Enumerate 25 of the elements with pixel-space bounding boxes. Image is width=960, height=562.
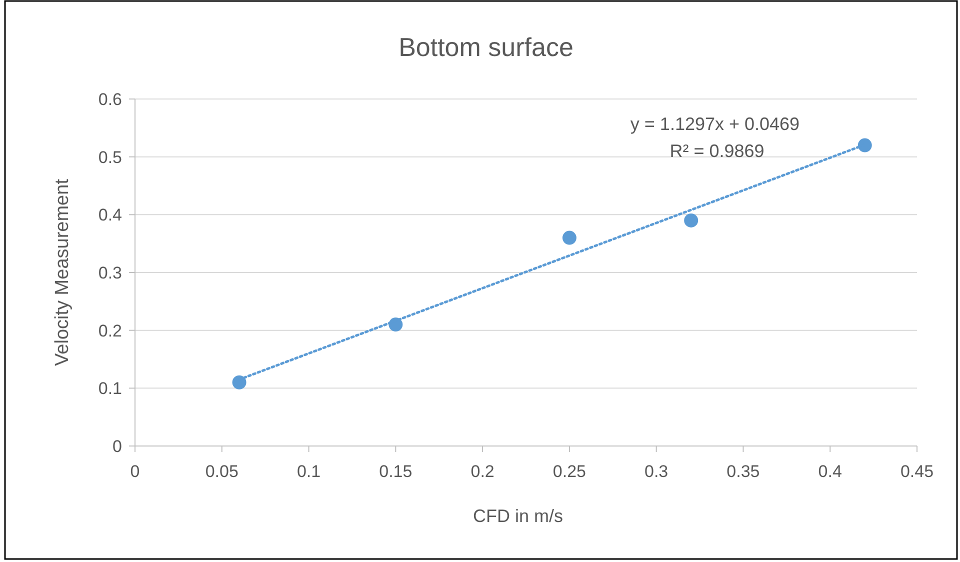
x-tick-label: 0.45 — [900, 462, 934, 481]
x-axis-title: CFD in m/s — [473, 506, 563, 526]
y-axis-title: Velocity Measurement — [52, 178, 73, 366]
x-tick-label: 0.4 — [818, 462, 842, 481]
x-tick-label: 0.3 — [644, 462, 668, 481]
annotation: y = 1.1297x + 0.0469 — [630, 114, 800, 134]
x-tick-label: 0.25 — [552, 462, 586, 481]
y-tick-label: 0.4 — [98, 206, 122, 225]
chart-title: Bottom surface — [398, 32, 574, 62]
point — [232, 375, 246, 390]
point — [684, 213, 698, 228]
annotation: R² = 0.9869 — [670, 141, 764, 161]
x-tick-label: 0.05 — [205, 462, 238, 481]
y-tick-label: 0.3 — [98, 264, 122, 282]
x-tick-label: 0.2 — [470, 462, 494, 481]
x-tick-label: 0.15 — [379, 462, 412, 481]
x-tick-label: 0 — [130, 462, 140, 481]
y-tick-label: 0.5 — [98, 148, 122, 167]
y-tick-label: 0 — [112, 437, 122, 456]
x-tick-label: 0.1 — [296, 462, 321, 481]
y-tick-label: 0.2 — [98, 321, 122, 340]
y-tick-label: 0.6 — [98, 90, 122, 109]
x-tick-label: 0.35 — [726, 462, 760, 481]
y-tick-label: 0.1 — [98, 379, 122, 398]
point — [562, 230, 576, 245]
